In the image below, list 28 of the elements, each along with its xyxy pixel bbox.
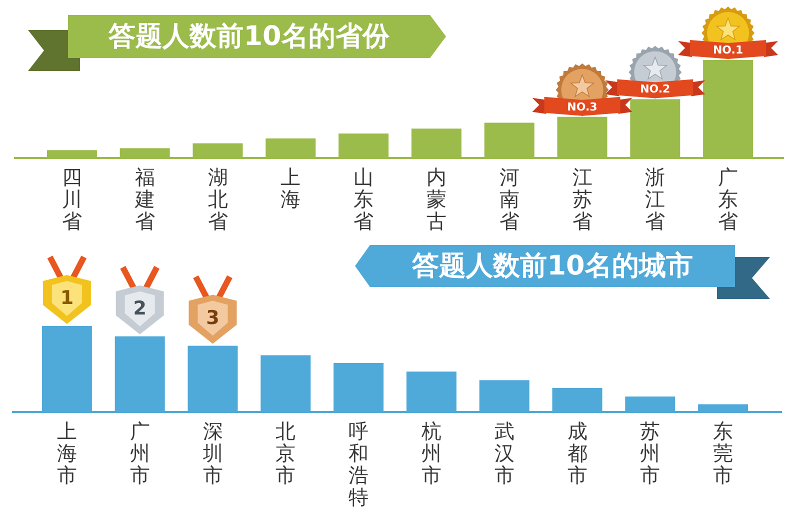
x-tick-label: 四川省	[62, 165, 82, 233]
x-tick-label: 山东省	[354, 165, 374, 233]
chart-title: 答题人数前10名的城市	[411, 250, 693, 282]
x-tick-label: 深圳市	[202, 419, 223, 487]
x-tick-label: 江苏省	[572, 165, 592, 233]
annotation: 3	[206, 306, 220, 329]
x-tick-label: 成都市	[567, 419, 588, 487]
x-tick-label: 武汉市	[494, 419, 514, 487]
x-tick-label: 苏州市	[640, 419, 660, 487]
x-tick-label: 广州市	[130, 419, 150, 487]
x-tick-label: 上海	[280, 165, 301, 211]
annotation: 2	[133, 297, 146, 320]
x-tick-label: 呼和浩特	[348, 419, 369, 509]
annotation: NO.3	[567, 100, 598, 114]
x-tick-label: 浙江省	[645, 165, 666, 233]
x-tick-label: 杭州市	[420, 419, 442, 487]
x-tick-label: 上海市	[56, 419, 77, 487]
annotation: NO.1	[712, 44, 744, 56]
x-tick-label: 河南省	[499, 165, 520, 233]
annotation: NO.2	[640, 82, 670, 96]
x-tick-label: 福建省	[134, 165, 155, 233]
x-tick-label: 内蒙古	[426, 165, 446, 233]
x-tick-label: 北京市	[276, 419, 296, 487]
chart-title: 答题人数前10名的省份	[108, 21, 390, 52]
x-tick-label: 东莞市	[713, 419, 734, 487]
annotation: 1	[60, 287, 74, 309]
x-tick-label: 广东省	[718, 165, 738, 233]
x-tick-label: 湖北省	[208, 165, 228, 233]
